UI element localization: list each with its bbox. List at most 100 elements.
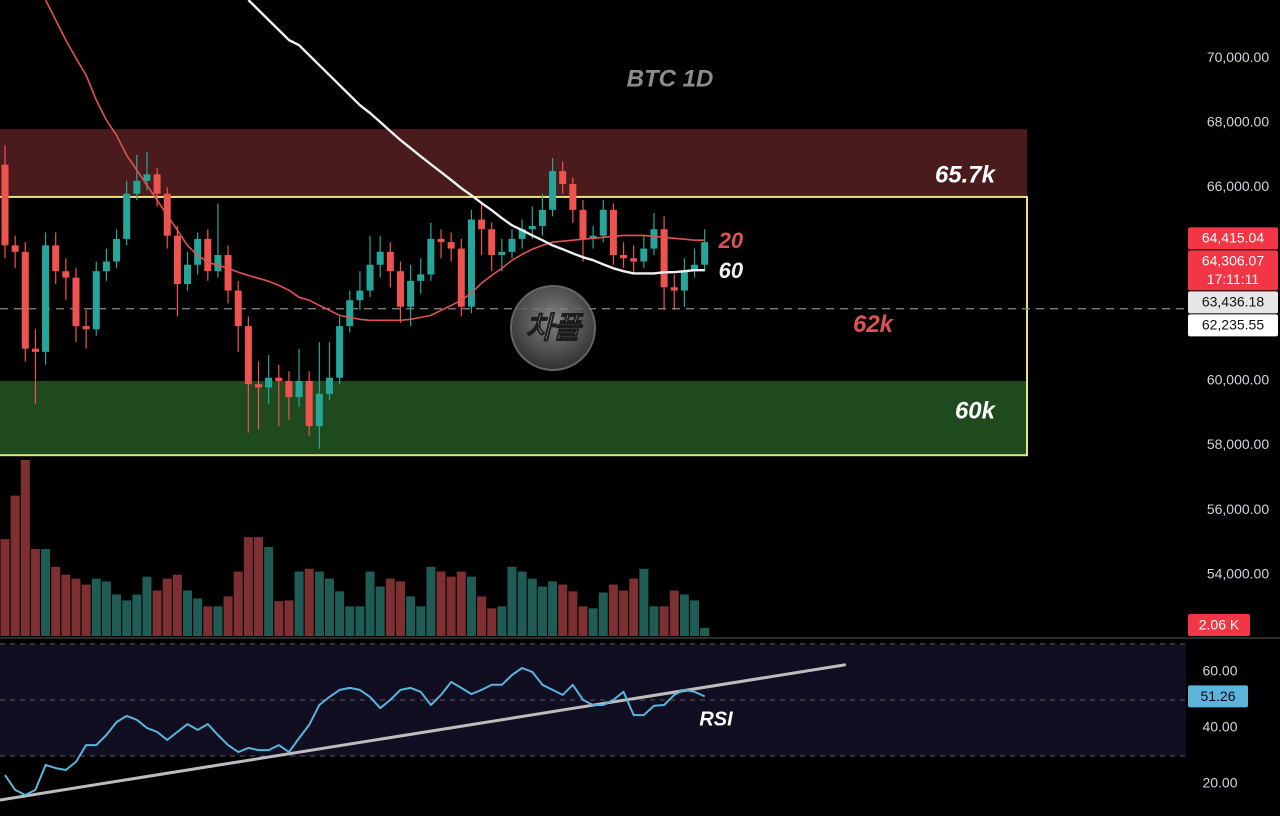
candle-body [640, 248, 648, 262]
volume-bar [61, 574, 71, 636]
volume-bar [243, 537, 253, 636]
volume-bar [568, 591, 578, 636]
candle-body [538, 209, 546, 226]
candle-body [579, 209, 587, 239]
candle-body [549, 171, 557, 210]
rsi-line [4, 667, 706, 796]
candle-body [407, 280, 415, 307]
candle-body [660, 229, 668, 288]
rsi-pane [0, 643, 1186, 802]
volume-bar [548, 581, 558, 636]
candle-body [102, 261, 110, 272]
y-tick-label: 66,000.00 [1207, 178, 1269, 194]
candle-body [82, 326, 90, 330]
volume-bar [162, 578, 172, 636]
candle-body [123, 193, 131, 239]
zone-label: 60k [955, 397, 997, 424]
volume-bar [487, 608, 497, 636]
candle-body [173, 235, 181, 285]
candle-body [265, 377, 273, 388]
candle-body [21, 251, 29, 349]
y-tick-label: 60,000.00 [1207, 372, 1269, 388]
volume-bar [91, 578, 101, 636]
volume-bar [365, 571, 375, 636]
candle-body [295, 380, 303, 398]
volume-bar [558, 584, 568, 636]
volume-bar [324, 578, 334, 636]
volume-bar [142, 576, 152, 636]
volume-bar [659, 606, 669, 636]
volume-bar [588, 608, 598, 636]
volume-bar [314, 571, 324, 636]
volume-bar [355, 606, 365, 636]
volume-bar [507, 566, 517, 636]
volume-bar [578, 606, 588, 636]
candle-body [184, 264, 192, 285]
candle-body [569, 184, 577, 210]
candle-body [42, 245, 50, 352]
candle-body [113, 238, 121, 262]
zone [0, 380, 1027, 456]
candle-body [609, 209, 617, 256]
candle-body [285, 380, 293, 398]
candle-body [427, 238, 435, 275]
volume-bar [406, 596, 416, 636]
candle-body [467, 219, 475, 307]
price-tag [1188, 291, 1278, 314]
level-label: 62k [853, 311, 895, 338]
y-tick-label: 70,000.00 [1207, 49, 1269, 65]
candle-body [508, 238, 516, 252]
price-tag [1188, 250, 1278, 291]
volume-bar [223, 596, 233, 636]
candle-body [488, 229, 496, 256]
volume-bar [112, 594, 122, 636]
candle-body [386, 251, 394, 272]
volume-bar [639, 568, 649, 636]
volume-bar [446, 576, 456, 636]
volume-bar [385, 578, 395, 636]
candle-body [559, 171, 567, 185]
volume-bar [649, 606, 659, 636]
volume-bar [183, 590, 193, 636]
volume-bar [629, 578, 639, 636]
candle-body [437, 238, 445, 243]
volume-bar [608, 584, 618, 636]
candle-body [194, 238, 202, 265]
rsi-value-text: 51.26 [1200, 688, 1235, 704]
volume-bar [101, 581, 111, 636]
volume-tag [1188, 614, 1250, 636]
candle-body [518, 229, 526, 239]
volume-bar [10, 495, 20, 636]
volume-bar [284, 600, 294, 636]
volume-bar [274, 601, 284, 636]
volume-bar [426, 566, 436, 636]
volume-bar [416, 606, 426, 636]
candle-body [376, 251, 384, 265]
volume-bar [294, 571, 304, 636]
volume-bar [41, 548, 51, 636]
candle-body [255, 384, 262, 388]
watermark: 차플 [510, 285, 596, 371]
candle-body [346, 300, 354, 327]
candle-body [1, 164, 9, 246]
candle-body [528, 225, 536, 230]
volume-bar [254, 537, 263, 636]
volume-bar [456, 571, 466, 636]
candle-body [498, 251, 506, 256]
y-tick-label: 58,000.00 [1207, 436, 1269, 452]
candle-body [143, 174, 151, 181]
candle-body [214, 255, 222, 272]
candle-body [224, 255, 232, 291]
volume-bar [700, 627, 710, 636]
price-pane [0, 0, 1186, 457]
candle-body [366, 264, 374, 291]
candle-body [325, 377, 333, 394]
volume-bar [203, 606, 213, 636]
candle-body [650, 229, 658, 249]
volume-bar [122, 600, 132, 636]
candle-body [670, 287, 678, 291]
rsi-tick-label: 20.00 [1202, 775, 1237, 791]
candle-body [31, 348, 39, 352]
watermark-badge [510, 285, 596, 371]
